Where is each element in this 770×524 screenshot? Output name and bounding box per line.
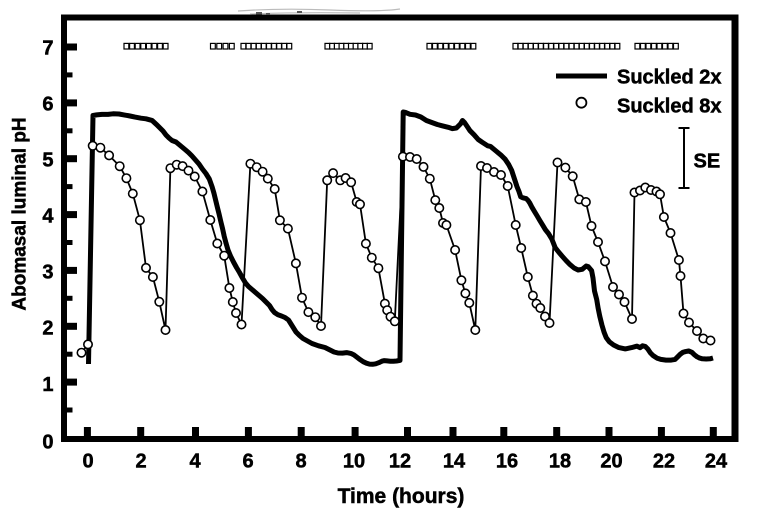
svg-text:18: 18 [549,451,571,473]
svg-text:Abomasal luminal pH: Abomasal luminal pH [10,117,31,310]
svg-text:4: 4 [42,205,54,227]
svg-text:6: 6 [242,451,253,473]
svg-text:24: 24 [705,451,728,473]
svg-text:2: 2 [42,317,53,339]
svg-text:5: 5 [42,149,53,171]
svg-text:Suckled 8x: Suckled 8x [617,96,722,118]
svg-text:Time (hours): Time (hours) [338,485,465,508]
svg-text:7: 7 [42,38,53,60]
svg-text:3: 3 [42,261,53,283]
svg-text:10: 10 [343,451,365,473]
svg-text:Suckled 2x: Suckled 2x [617,67,722,89]
svg-text:6: 6 [42,93,53,115]
svg-text:SE: SE [694,151,721,173]
svg-text:22: 22 [653,451,675,473]
svg-text:0: 0 [82,451,93,473]
svg-text:8: 8 [295,451,306,473]
svg-text:2: 2 [135,451,146,473]
svg-text:20: 20 [600,451,622,473]
svg-text:0: 0 [42,431,53,453]
svg-text:1: 1 [42,374,53,396]
svg-text:4: 4 [189,451,201,473]
svg-text:16: 16 [496,451,518,473]
svg-text:14: 14 [443,451,466,473]
svg-text:12: 12 [389,451,411,473]
